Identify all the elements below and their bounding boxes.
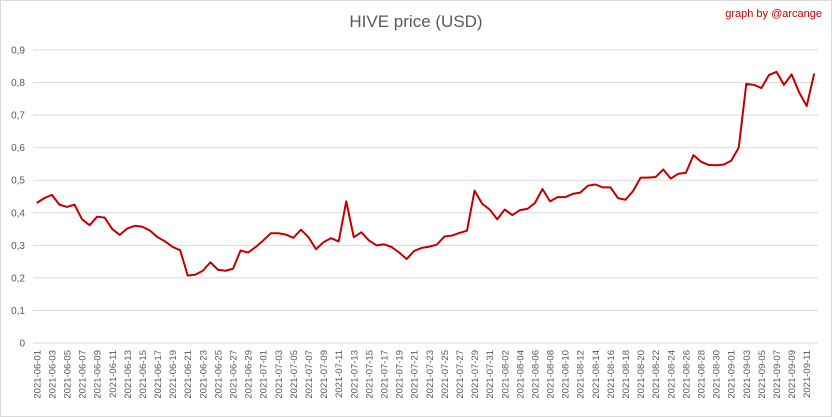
- x-tick-label: 2021-09-11: [802, 350, 813, 398]
- x-tick-label: 2021-06-21: [183, 350, 194, 399]
- y-tick-label: 0,3: [11, 241, 25, 252]
- x-tick-label: 2021-09-07: [772, 350, 783, 399]
- chart-title: HIVE price (USD): [349, 12, 483, 31]
- y-tick-label: 0,9: [11, 46, 25, 57]
- x-tick-label: 2021-06-13: [123, 350, 134, 399]
- x-tick-label: 2021-06-29: [244, 350, 255, 399]
- x-tick-label: 2021-08-16: [606, 350, 617, 399]
- x-tick-label: 2021-07-29: [470, 350, 481, 399]
- x-tick-label: 2021-07-19: [395, 350, 406, 399]
- x-tick-label: 2021-06-27: [229, 350, 240, 399]
- y-tick-label: 0,7: [11, 111, 25, 122]
- x-axis: 2021-06-01 2021-06-03 2021-06-05 2021-06-07…: [32, 350, 813, 399]
- x-tick-label: 2021-09-09: [787, 350, 798, 399]
- x-tick-label: 2021-09-03: [742, 350, 753, 399]
- y-axis: 0 0,1 0,2 0,3 0,4 0,5 0,6 0,7 0,8 0,9: [11, 46, 25, 350]
- x-tick-label: 2021-07-09: [319, 350, 330, 399]
- x-tick-label: 2021-07-31: [485, 350, 496, 399]
- x-tick-label: 2021-07-25: [440, 350, 451, 399]
- x-tick-label: 2021-06-03: [47, 350, 58, 399]
- y-tick-label: 0,8: [11, 78, 25, 89]
- x-tick-label: 2021-09-01: [727, 350, 738, 399]
- y-tick-label: 0,1: [11, 306, 25, 317]
- x-tick-label: 2021-07-13: [349, 350, 360, 399]
- x-tick-label: 2021-07-17: [379, 350, 390, 399]
- x-tick-label: 2021-08-02: [500, 350, 511, 399]
- x-tick-label: 2021-08-08: [546, 350, 557, 399]
- x-tick-label: 2021-08-20: [636, 350, 647, 399]
- x-tick-label: 2021-08-12: [576, 350, 587, 399]
- y-tick-label: 0,5: [11, 176, 25, 187]
- x-tick-label: 2021-07-01: [259, 350, 270, 399]
- x-tick-label: 2021-08-22: [651, 350, 662, 399]
- x-tick-label: 2021-06-11: [108, 350, 119, 398]
- y-tick-label: 0,6: [11, 143, 25, 154]
- x-tick-label: 2021-09-05: [757, 350, 768, 399]
- y-tick-label: 0: [19, 339, 25, 350]
- x-tick-label: 2021-07-05: [289, 350, 300, 399]
- chart-credit: graph by @arcange: [725, 8, 822, 20]
- x-tick-label: 2021-08-06: [530, 350, 541, 399]
- x-tick-label: 2021-08-10: [561, 350, 572, 399]
- x-tick-label: 2021-06-23: [198, 350, 209, 399]
- x-tick-label: 2021-07-27: [455, 350, 466, 399]
- x-tick-label: 2021-06-01: [32, 350, 43, 399]
- x-tick-label: 2021-06-17: [153, 350, 164, 399]
- x-tick-label: 2021-07-07: [304, 350, 315, 399]
- y-tick-label: 0,4: [11, 208, 25, 219]
- gridlines: [33, 49, 818, 344]
- x-tick-label: 2021-08-24: [666, 350, 677, 399]
- x-tick-label: 2021-08-28: [697, 350, 708, 399]
- y-tick-label: 0,2: [11, 273, 25, 284]
- series-layer: [36, 70, 816, 277]
- x-tick-label: 2021-07-03: [274, 350, 285, 399]
- x-tick-label: 2021-06-19: [168, 350, 179, 399]
- x-tick-label: 2021-08-14: [591, 350, 602, 399]
- x-tick-label: 2021-06-25: [213, 350, 224, 399]
- x-tick-label: 2021-07-15: [364, 350, 375, 399]
- x-tick-label: 2021-07-11: [334, 350, 345, 398]
- price-line: [36, 70, 816, 277]
- x-tick-label: 2021-06-15: [138, 350, 149, 399]
- x-tick-label: 2021-08-26: [681, 350, 692, 399]
- x-tick-label: 2021-06-09: [93, 350, 104, 399]
- x-tick-label: 2021-08-04: [515, 350, 526, 399]
- x-tick-label: 2021-06-05: [62, 350, 73, 399]
- x-tick-label: 2021-08-18: [621, 350, 632, 399]
- x-tick-label: 2021-07-21: [410, 350, 421, 399]
- x-tick-label: 2021-07-23: [425, 350, 436, 399]
- x-tick-label: 2021-06-07: [78, 350, 89, 399]
- x-tick-label: 2021-08-30: [712, 350, 723, 399]
